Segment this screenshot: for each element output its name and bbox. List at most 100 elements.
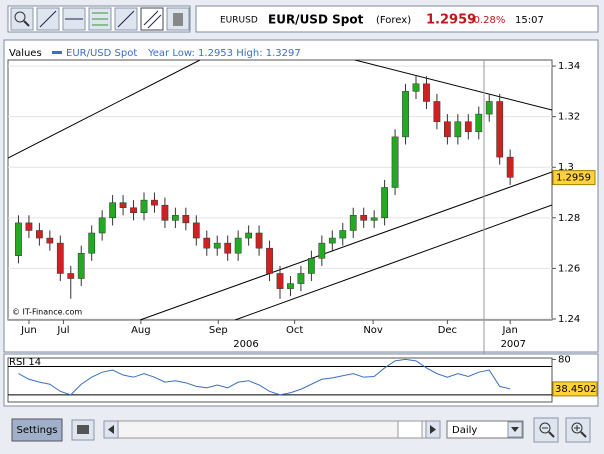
candle-body (402, 91, 409, 138)
rsi: 80 38.4502 (8, 354, 598, 397)
candle-body (161, 204, 169, 221)
tool-channel[interactable] (140, 7, 164, 31)
y-tick-label: 1.28 (558, 213, 580, 224)
candle-body (506, 156, 514, 178)
candles: 1.2959 (15, 76, 596, 299)
candle-body (203, 237, 211, 249)
rsi-value-marker (552, 381, 598, 397)
time: 15:07 (515, 15, 544, 26)
candle-body (67, 273, 75, 279)
x-tick-label: Dec (438, 325, 457, 336)
rsi-value-label: 38.4502 (555, 384, 596, 395)
candle-body (140, 199, 148, 214)
candle-body (255, 232, 263, 249)
candle-body (360, 215, 368, 221)
interval-select[interactable]: Daily (446, 420, 524, 439)
tool-zoom[interactable] (10, 7, 34, 31)
candle-body (213, 242, 221, 249)
trend-line (354, 60, 552, 111)
candle-body (475, 113, 483, 133)
legend-swatch (52, 51, 62, 54)
candle-body (464, 121, 472, 133)
x-tick-label: Nov (363, 325, 383, 336)
candle-body (35, 230, 43, 239)
tool-line[interactable] (36, 7, 60, 31)
tool-trend[interactable] (114, 7, 138, 31)
candle-body (25, 222, 33, 231)
channel-line (234, 204, 552, 320)
candle-body (370, 217, 378, 221)
tool-delete[interactable] (166, 7, 190, 31)
candle-body (56, 242, 64, 274)
candle-body (182, 215, 190, 224)
candle-body (318, 242, 326, 259)
print-button[interactable] (71, 419, 95, 441)
grid: 1.34 1.32 1.3 1.28 1.26 1.24 (8, 61, 580, 325)
candle-body (381, 187, 389, 219)
candle-body (88, 232, 96, 254)
legend-range: Year Low: 1.2953 High: 1.3297 (147, 48, 301, 59)
candle-body (224, 242, 232, 254)
candle-body (297, 273, 305, 284)
candle-body (276, 273, 284, 289)
candle-body (151, 199, 158, 206)
last-price-marker (552, 170, 596, 186)
year-label: 2006 (233, 339, 258, 350)
x-tick-label: Jun (20, 325, 37, 336)
candle-body (307, 258, 315, 274)
candle-body (328, 237, 336, 244)
candle-body (98, 217, 106, 234)
legend-label: Values (9, 48, 42, 59)
candle-body (287, 283, 294, 289)
candle-body (496, 101, 504, 158)
candle-body (454, 121, 462, 138)
x-tick-label: Sep (209, 325, 228, 336)
settings-button[interactable]: Settings (11, 418, 63, 442)
candle-body (266, 247, 273, 274)
x-tick-label: Aug (131, 325, 151, 336)
x-tick-label: Oct (286, 325, 303, 336)
watermark: © IT-Finance.com (12, 308, 82, 317)
candle-body (412, 83, 420, 92)
candle-body (423, 83, 430, 102)
y-tick-label: 1.34 (558, 61, 580, 72)
candle-body (433, 101, 441, 122)
legend-series: EUR/USD Spot (66, 48, 137, 59)
candle-body (109, 202, 117, 219)
candle-body (391, 136, 399, 188)
candle-body (15, 222, 22, 257)
y-tick-label: 1.32 (558, 112, 580, 123)
y-tick-label: 1.24 (558, 314, 580, 325)
candle-body (234, 237, 242, 254)
y-tick-label: 1.3 (558, 162, 574, 173)
tool-fib[interactable] (88, 7, 112, 31)
tool-hline[interactable] (62, 7, 86, 31)
candle-body (192, 222, 200, 239)
year-label: 2007 (501, 339, 526, 350)
candle-body (443, 121, 451, 138)
settings-label: Settings (16, 425, 57, 436)
rsi-line (18, 358, 511, 396)
y-tick-label: 1.26 (558, 263, 580, 274)
candle-body (339, 230, 347, 239)
change: -0.28% (470, 15, 505, 26)
quote-box (195, 5, 599, 33)
instrument-name: EUR/USD Spot (268, 13, 364, 27)
interval-label: Daily (452, 425, 477, 436)
x-axis: Jun Jul Aug Sep Oct Nov Dec Jan 2006 2007 (20, 320, 526, 350)
candle-body (77, 252, 85, 279)
zoom-in[interactable] (565, 417, 591, 443)
scrollbar[interactable] (103, 420, 441, 439)
symbol: EURUSD (220, 16, 258, 26)
candle-body (171, 215, 179, 221)
candle-body (349, 215, 357, 231)
candle-body (119, 202, 127, 208)
drawings (8, 60, 552, 320)
footer: Settings Daily (4, 412, 598, 450)
rsi-title: RSI 14 (9, 357, 41, 368)
zoom-out[interactable] (533, 417, 559, 443)
toolbar (7, 5, 191, 33)
last-price-label: 1.2959 (556, 173, 591, 184)
candle-body (485, 101, 493, 115)
